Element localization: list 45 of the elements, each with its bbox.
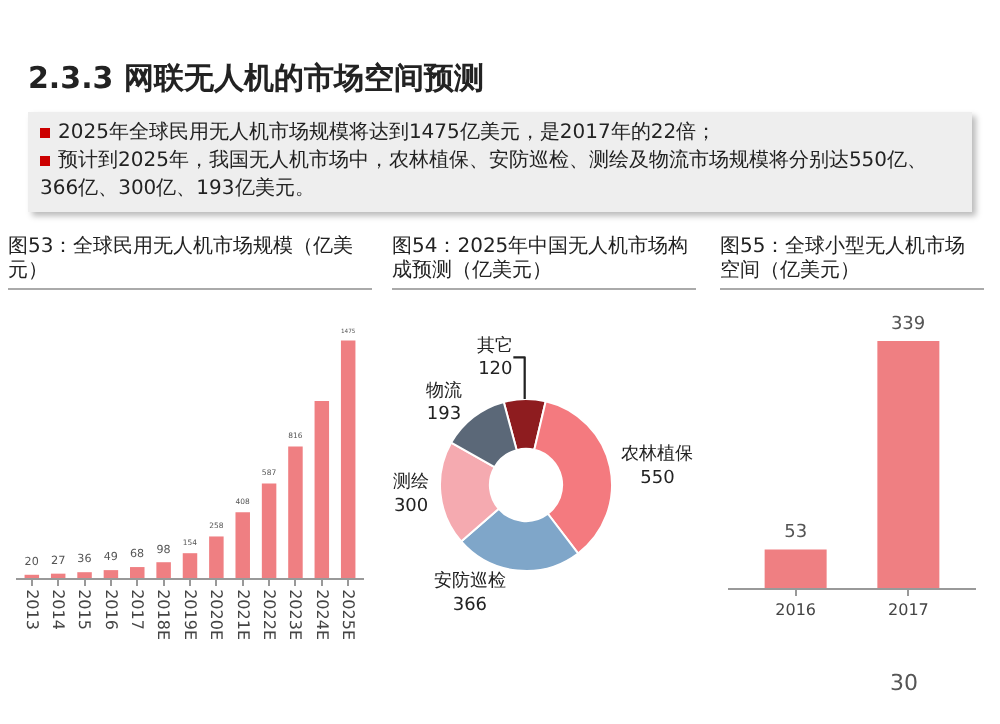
x-tick-label: 2016 — [775, 601, 816, 620]
bar — [314, 400, 330, 578]
x-tick-label: 2018E — [154, 589, 173, 641]
slice-label: 安防巡检 — [433, 570, 506, 593]
slice-label: 其它 — [477, 334, 514, 357]
text: 2025年全球民用无人机市场规模将达到1475亿美元，是2017年的22倍； — [58, 122, 717, 144]
bar — [77, 572, 92, 578]
slice-label: 物流 — [426, 380, 463, 403]
chart-title: 图53：全球民用无人机市场规模（亿美元） — [8, 236, 372, 290]
text: 预计到2025年，我国无人机市场中，农林植保、安防巡检、测绘及物流市场规模将分别达550亿、366亿、300亿、193亿美元。 — [40, 150, 928, 200]
x-tick-label: 2017 — [128, 589, 147, 630]
data-label: 339 — [890, 315, 926, 335]
bar — [182, 553, 198, 578]
slice-label: 农林植保 — [621, 443, 694, 466]
bar — [288, 446, 303, 578]
x-tick-label: 2015 — [75, 589, 94, 630]
bar — [209, 536, 224, 578]
data-label: 300 — [393, 496, 429, 517]
x-tick-label: 2023E — [286, 589, 305, 641]
x-tick-label: 2024E — [312, 589, 331, 641]
data-label: 193 — [426, 405, 462, 426]
chart-title: 图55：全球小型无人机市场空间（亿美元） — [720, 236, 984, 290]
x-tick-label: 2021E — [233, 589, 252, 641]
bar — [156, 562, 171, 578]
bar — [103, 570, 119, 578]
x-tick-label: 2016 — [101, 589, 120, 630]
x-tick-label: 2019E — [180, 589, 199, 641]
x-tick-label: 2014 — [48, 589, 67, 630]
x-tick-label: 2025E — [338, 589, 357, 641]
bar — [340, 340, 356, 578]
slice-label: 测绘 — [393, 471, 430, 494]
bar — [235, 512, 250, 578]
data-label: 120 — [478, 360, 514, 381]
data-label: 550 — [640, 468, 676, 489]
x-tick-label: 2017 — [888, 601, 929, 620]
x-tick-label: 2013 — [22, 589, 41, 630]
bar — [130, 567, 145, 578]
text: 30 — [890, 670, 918, 696]
data-label: 366 — [452, 595, 488, 616]
chart-title: 图54：2025年中国无人机市场构成预测（亿美元） — [392, 236, 696, 290]
x-tick-label: 2022E — [259, 589, 278, 641]
data-label: 53 — [784, 523, 808, 544]
bar — [261, 483, 277, 578]
x-tick-label: 2020E — [207, 589, 226, 641]
text: 2.3.3 网联无人机的市场空间预测 — [28, 60, 484, 98]
